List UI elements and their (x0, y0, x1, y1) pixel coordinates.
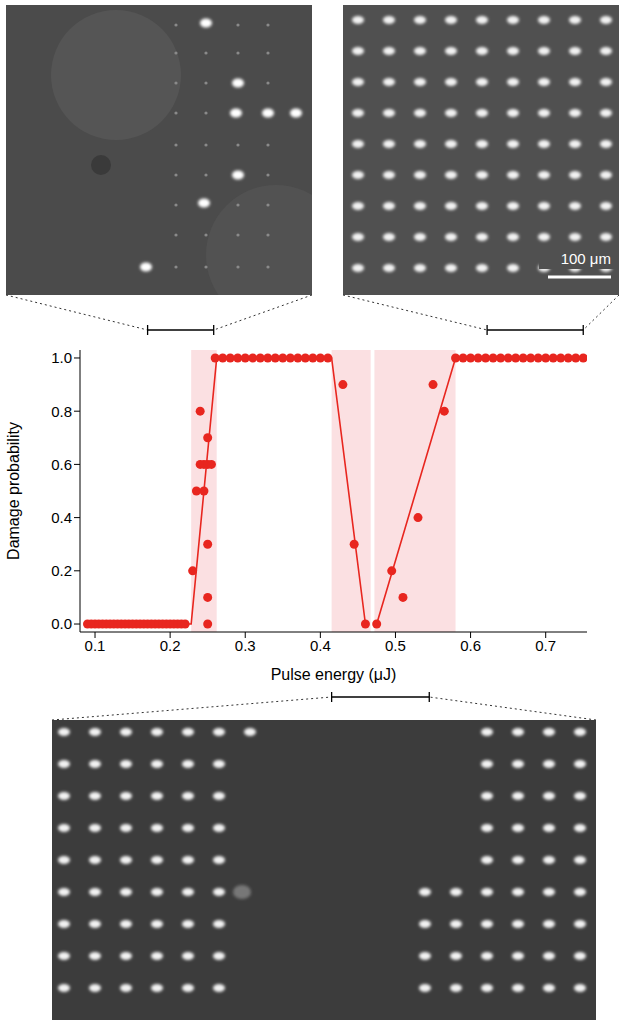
svg-text:1.0: 1.0 (51, 349, 72, 366)
svg-text:0.2: 0.2 (160, 637, 181, 654)
svg-text:0.7: 0.7 (535, 637, 556, 654)
svg-text:Pulse energy (μJ): Pulse energy (μJ) (271, 666, 397, 683)
svg-text:0.4: 0.4 (51, 509, 72, 526)
svg-text:0.6: 0.6 (51, 456, 72, 473)
svg-text:0.6: 0.6 (460, 637, 481, 654)
svg-text:0.8: 0.8 (51, 403, 72, 420)
svg-text:0.1: 0.1 (85, 637, 106, 654)
svg-text:0.5: 0.5 (385, 637, 406, 654)
svg-text:Damage probability: Damage probability (5, 422, 22, 560)
svg-text:0.2: 0.2 (51, 562, 72, 579)
svg-text:0.3: 0.3 (235, 637, 256, 654)
svg-text:0.4: 0.4 (310, 637, 331, 654)
svg-text:0.0: 0.0 (51, 615, 72, 632)
svg-text:100 μm: 100 μm (561, 250, 611, 267)
